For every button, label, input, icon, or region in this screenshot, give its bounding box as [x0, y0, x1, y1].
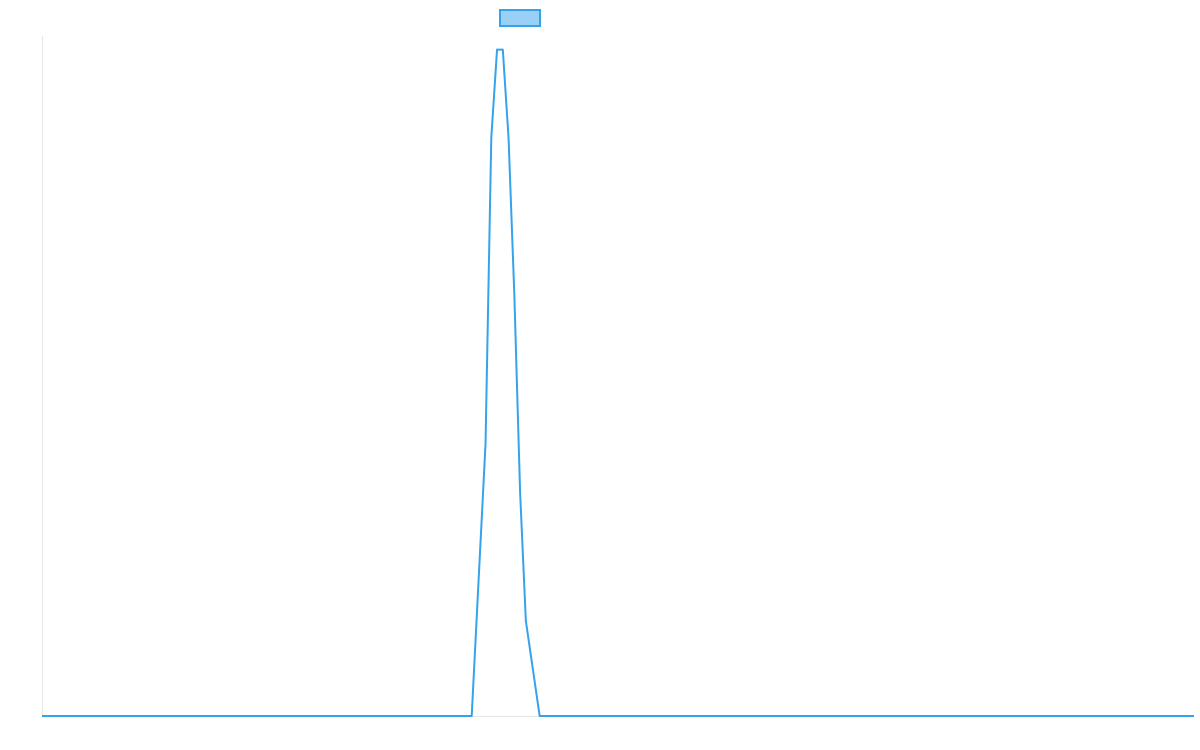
series-line-0: [42, 48, 1194, 717]
legend[interactable]: [499, 9, 541, 27]
series-layer: [42, 48, 1194, 717]
legend-swatch-0[interactable]: [499, 9, 541, 27]
